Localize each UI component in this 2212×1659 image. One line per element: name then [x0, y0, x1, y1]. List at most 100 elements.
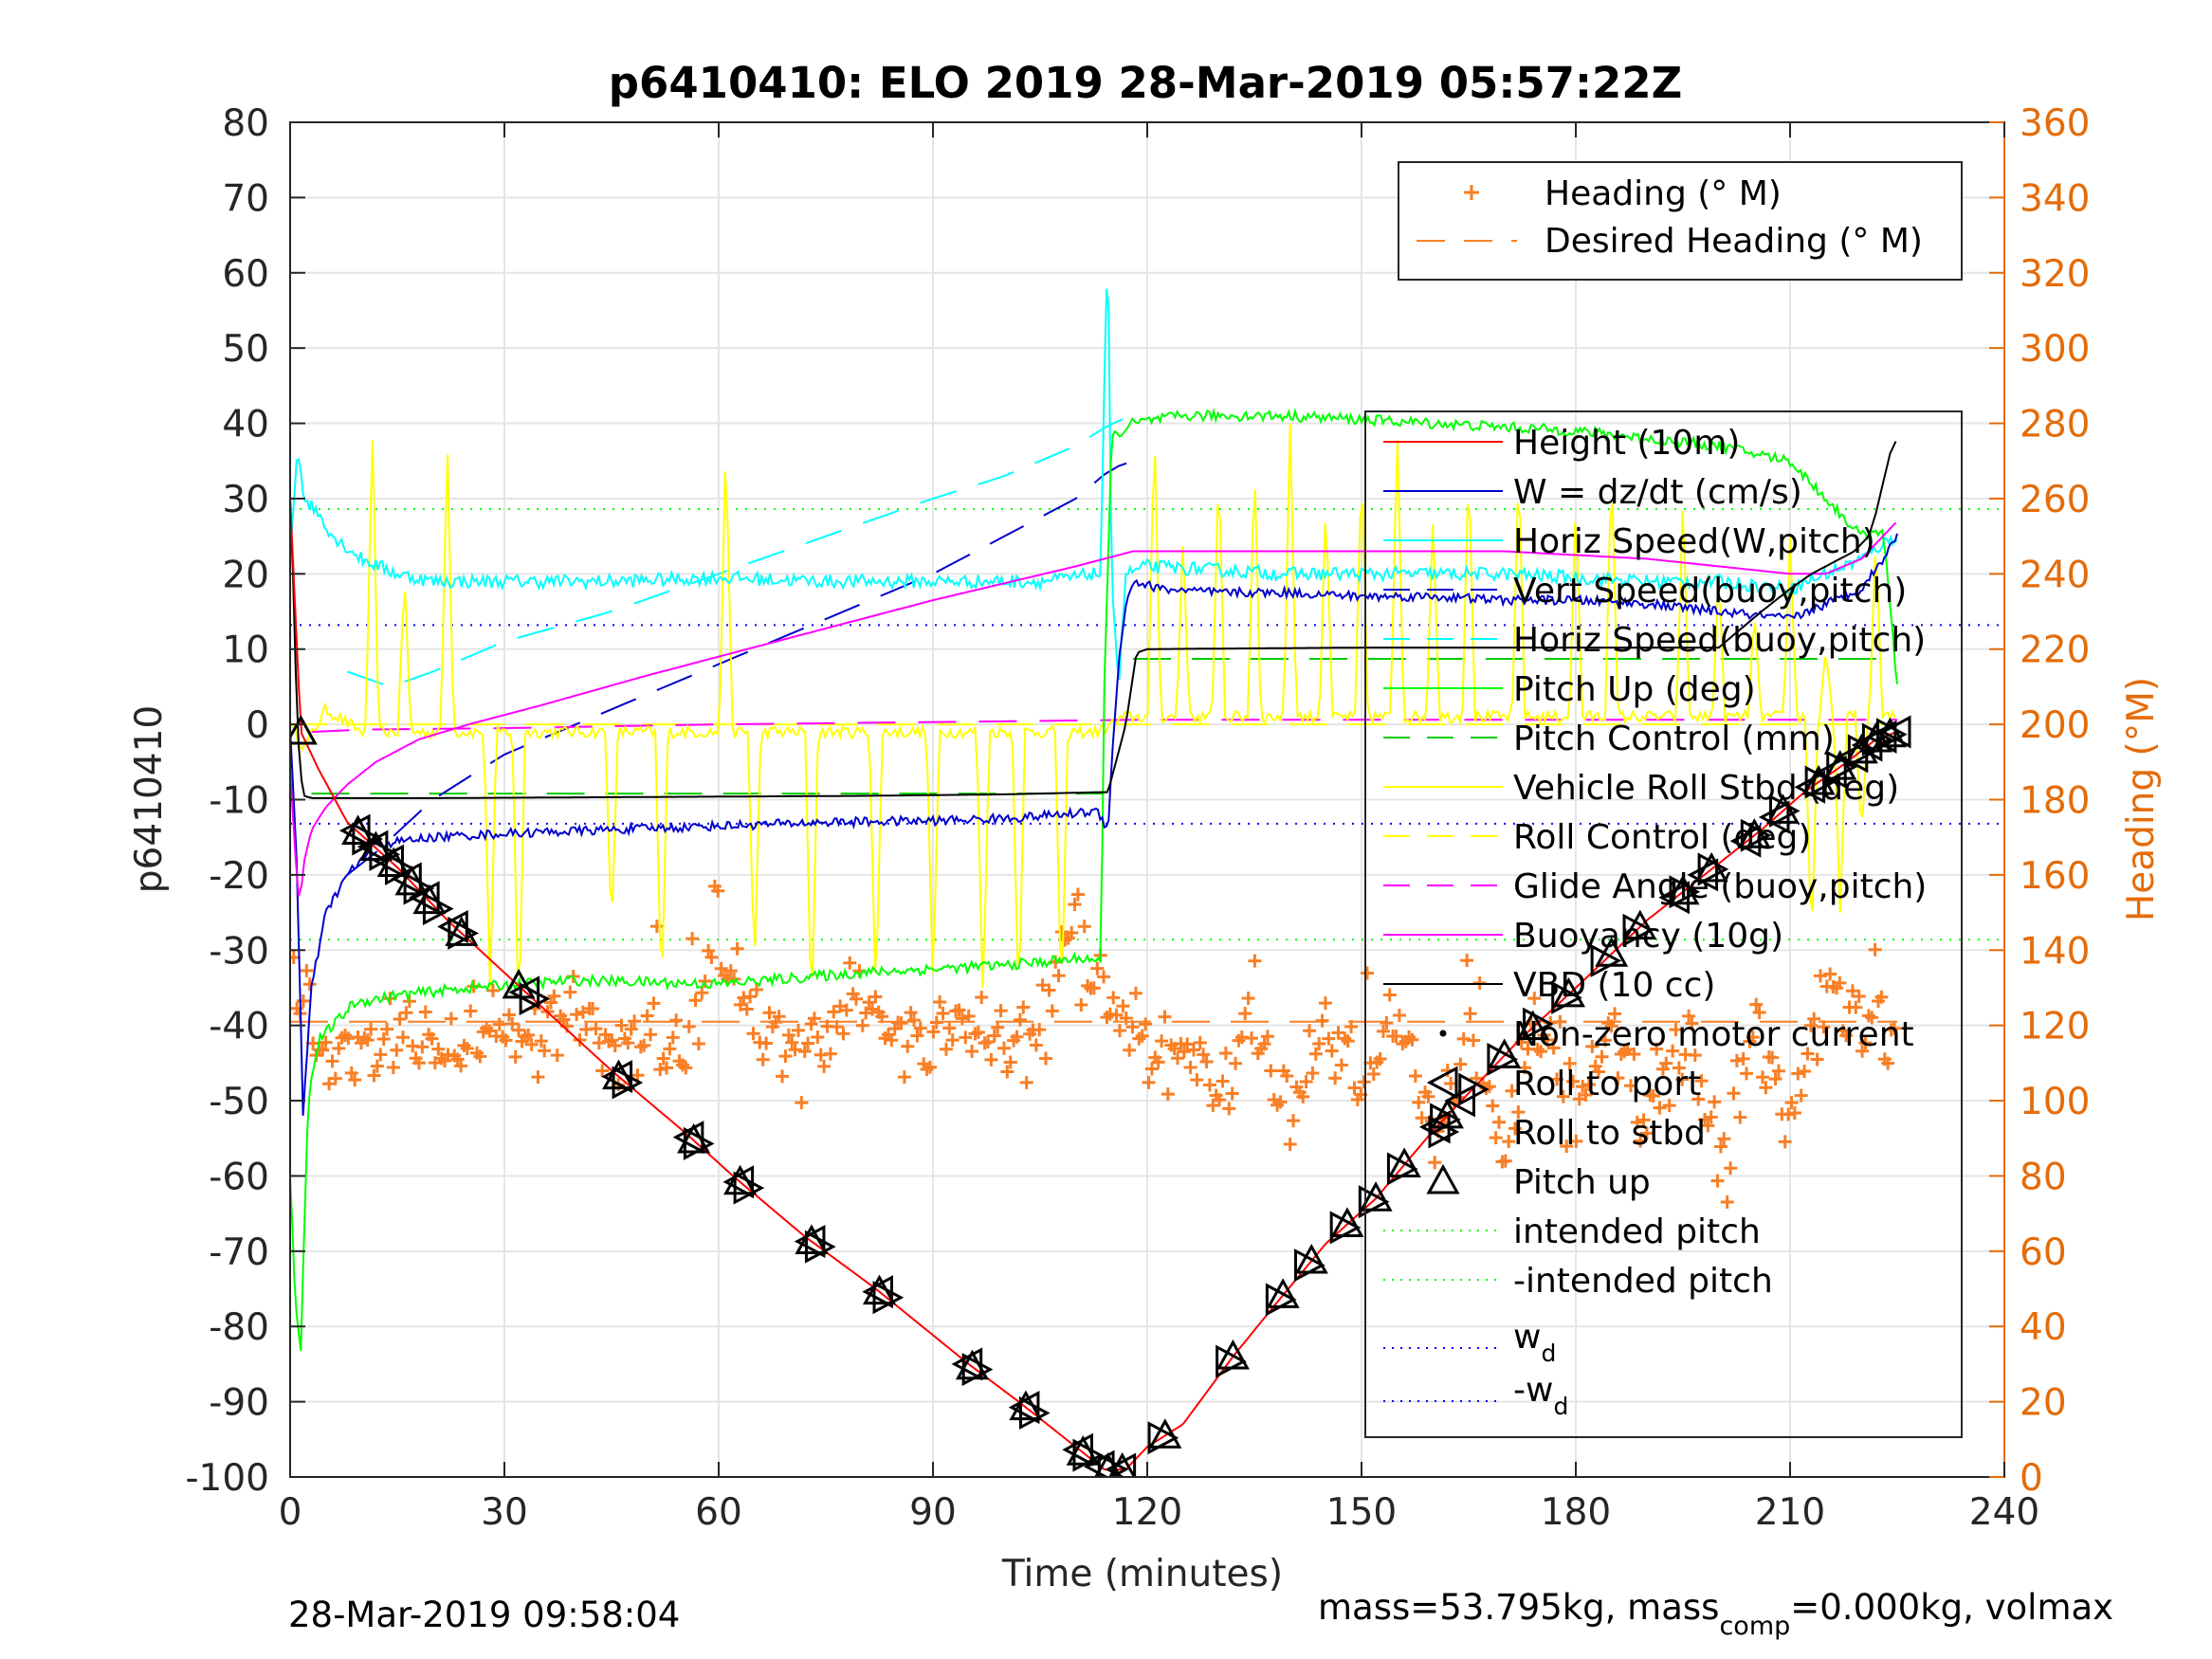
- heading-marker: [762, 1006, 777, 1020]
- heading-marker: [663, 1042, 677, 1056]
- heading-marker: [521, 1028, 536, 1042]
- pitch-up-marker: [1844, 733, 1878, 764]
- heading-marker: [1042, 983, 1056, 997]
- heading-marker: [1463, 1007, 1477, 1021]
- heading-marker: [1119, 1011, 1133, 1025]
- heading-marker: [714, 961, 728, 975]
- heading-marker: [386, 1060, 400, 1074]
- heading-marker: [1106, 991, 1121, 1005]
- roll-stbd-marker: [1147, 1421, 1179, 1455]
- heading-marker: [1068, 897, 1082, 911]
- heading-marker: [621, 1036, 635, 1050]
- heading-marker: [1798, 1064, 1812, 1078]
- heading-marker: [1051, 969, 1066, 983]
- x-tick-label: 30: [481, 1491, 528, 1534]
- heading-marker: [1634, 1134, 1648, 1148]
- heading-marker: [1672, 1061, 1686, 1075]
- heading-marker: [1752, 1005, 1766, 1019]
- heading-marker: [1010, 1030, 1024, 1044]
- heading-marker: [1581, 1078, 1596, 1092]
- heading-marker: [801, 1036, 815, 1050]
- roll-port-marker: [373, 844, 404, 878]
- heading-marker: [1814, 969, 1828, 983]
- heading-marker: [1241, 992, 1255, 1006]
- heading-marker: [836, 1027, 850, 1041]
- heading-marker: [1283, 1138, 1297, 1151]
- heading-marker: [991, 1020, 1005, 1034]
- heading-marker: [1486, 1099, 1500, 1113]
- pitch-up-marker: [1330, 1207, 1364, 1237]
- heading-marker: [296, 994, 310, 1008]
- heading-marker: [1817, 1020, 1831, 1034]
- heading-marker: [1218, 1047, 1233, 1061]
- heading-marker: [1392, 1009, 1406, 1023]
- heading-marker: [1135, 1029, 1149, 1043]
- y-tick-label: -30: [209, 930, 269, 973]
- heading-marker: [936, 1007, 950, 1021]
- heading-marker: [431, 1042, 446, 1056]
- y-tick-label: -20: [209, 855, 269, 898]
- heading-marker: [425, 1031, 439, 1046]
- heading-marker: [1428, 1156, 1442, 1170]
- heading-marker: [1498, 1154, 1512, 1168]
- vbd-series: [290, 441, 1897, 799]
- legend-label-horiz-buoy: Horiz Speed(buoy,pitch): [1513, 621, 1926, 660]
- y-tick-label: -80: [209, 1306, 269, 1349]
- x-tick-label: 240: [1969, 1491, 2039, 1534]
- legend-main: Height (10m) W = dz/dt (cm/s) Horiz Spee…: [1364, 410, 1963, 1438]
- heading-marker: [1466, 1033, 1480, 1048]
- heading-marker: [1199, 1054, 1214, 1068]
- heading-marker: [691, 1036, 705, 1050]
- heading-marker: [981, 1035, 996, 1048]
- heading-marker: [505, 1017, 520, 1030]
- heading-marker: [360, 1033, 375, 1048]
- pitch-up-marker: [1108, 1451, 1137, 1477]
- pitch-up-marker: [1765, 793, 1801, 824]
- y-right-tick-label: 120: [2020, 1006, 2090, 1048]
- y-right-tick-label: 300: [2020, 328, 2090, 371]
- y-right-tick-label: 80: [2020, 1156, 2067, 1198]
- pitch-up-marker: [1294, 1243, 1328, 1274]
- heading-marker: [418, 1005, 432, 1019]
- pitch-up-marker: [290, 714, 318, 745]
- y-right-tick-label: 40: [2020, 1306, 2067, 1349]
- footer-mass: mass=53.795kg, masscomp=0.000kg, volmax: [1318, 1587, 2113, 1641]
- heading-marker: [823, 1047, 837, 1061]
- x-tick-label: 150: [1326, 1491, 1397, 1534]
- pitch-up-marker: [1694, 851, 1728, 883]
- pitch-up-marker: [445, 916, 479, 946]
- y-tick-label: -40: [209, 1006, 269, 1048]
- y-tick-label: 30: [222, 479, 269, 521]
- heading-marker: [1650, 1042, 1664, 1056]
- heading-marker: [473, 1049, 487, 1064]
- roll-stbd-marker: [448, 916, 479, 950]
- x-tick-label: 210: [1755, 1491, 1825, 1534]
- heading-marker: [1653, 1101, 1667, 1115]
- legend-swatch-motor: [1439, 1030, 1447, 1037]
- pitch-up-marker: [1666, 874, 1700, 905]
- heading-marker: [1565, 1074, 1580, 1088]
- heading-marker: [1125, 1020, 1140, 1034]
- legend-label-neg-wd: -wd: [1513, 1371, 1568, 1420]
- heading-marker: [1158, 1010, 1172, 1024]
- heading-marker: [1193, 1035, 1207, 1049]
- heading-marker: [686, 932, 700, 946]
- horiz-speed-buoy-series: [346, 414, 1134, 688]
- heading-marker: [1065, 925, 1079, 939]
- heading-marker: [492, 1017, 506, 1031]
- heading-marker: [781, 1028, 795, 1042]
- legend-label-pitch-marker: Pitch up: [1513, 1163, 1651, 1202]
- pitch-up-marker: [1858, 721, 1892, 753]
- heading-marker: [512, 1023, 526, 1037]
- heading-marker: [1636, 1113, 1651, 1127]
- heading-marker: [1553, 1014, 1567, 1029]
- heading-marker: [595, 1064, 610, 1078]
- heading-marker: [460, 1042, 474, 1056]
- legend-swatch-pitch-marker: [1426, 1163, 1460, 1194]
- legend-label-buoyancy: Buoyancy (10g): [1513, 917, 1783, 956]
- heading-marker: [1144, 1062, 1159, 1076]
- heading-marker: [1598, 1033, 1612, 1048]
- y-right-tick-label: 60: [2020, 1231, 2067, 1274]
- y-right-tick-label: 100: [2020, 1081, 2090, 1123]
- pitch-up-marker: [1873, 717, 1908, 748]
